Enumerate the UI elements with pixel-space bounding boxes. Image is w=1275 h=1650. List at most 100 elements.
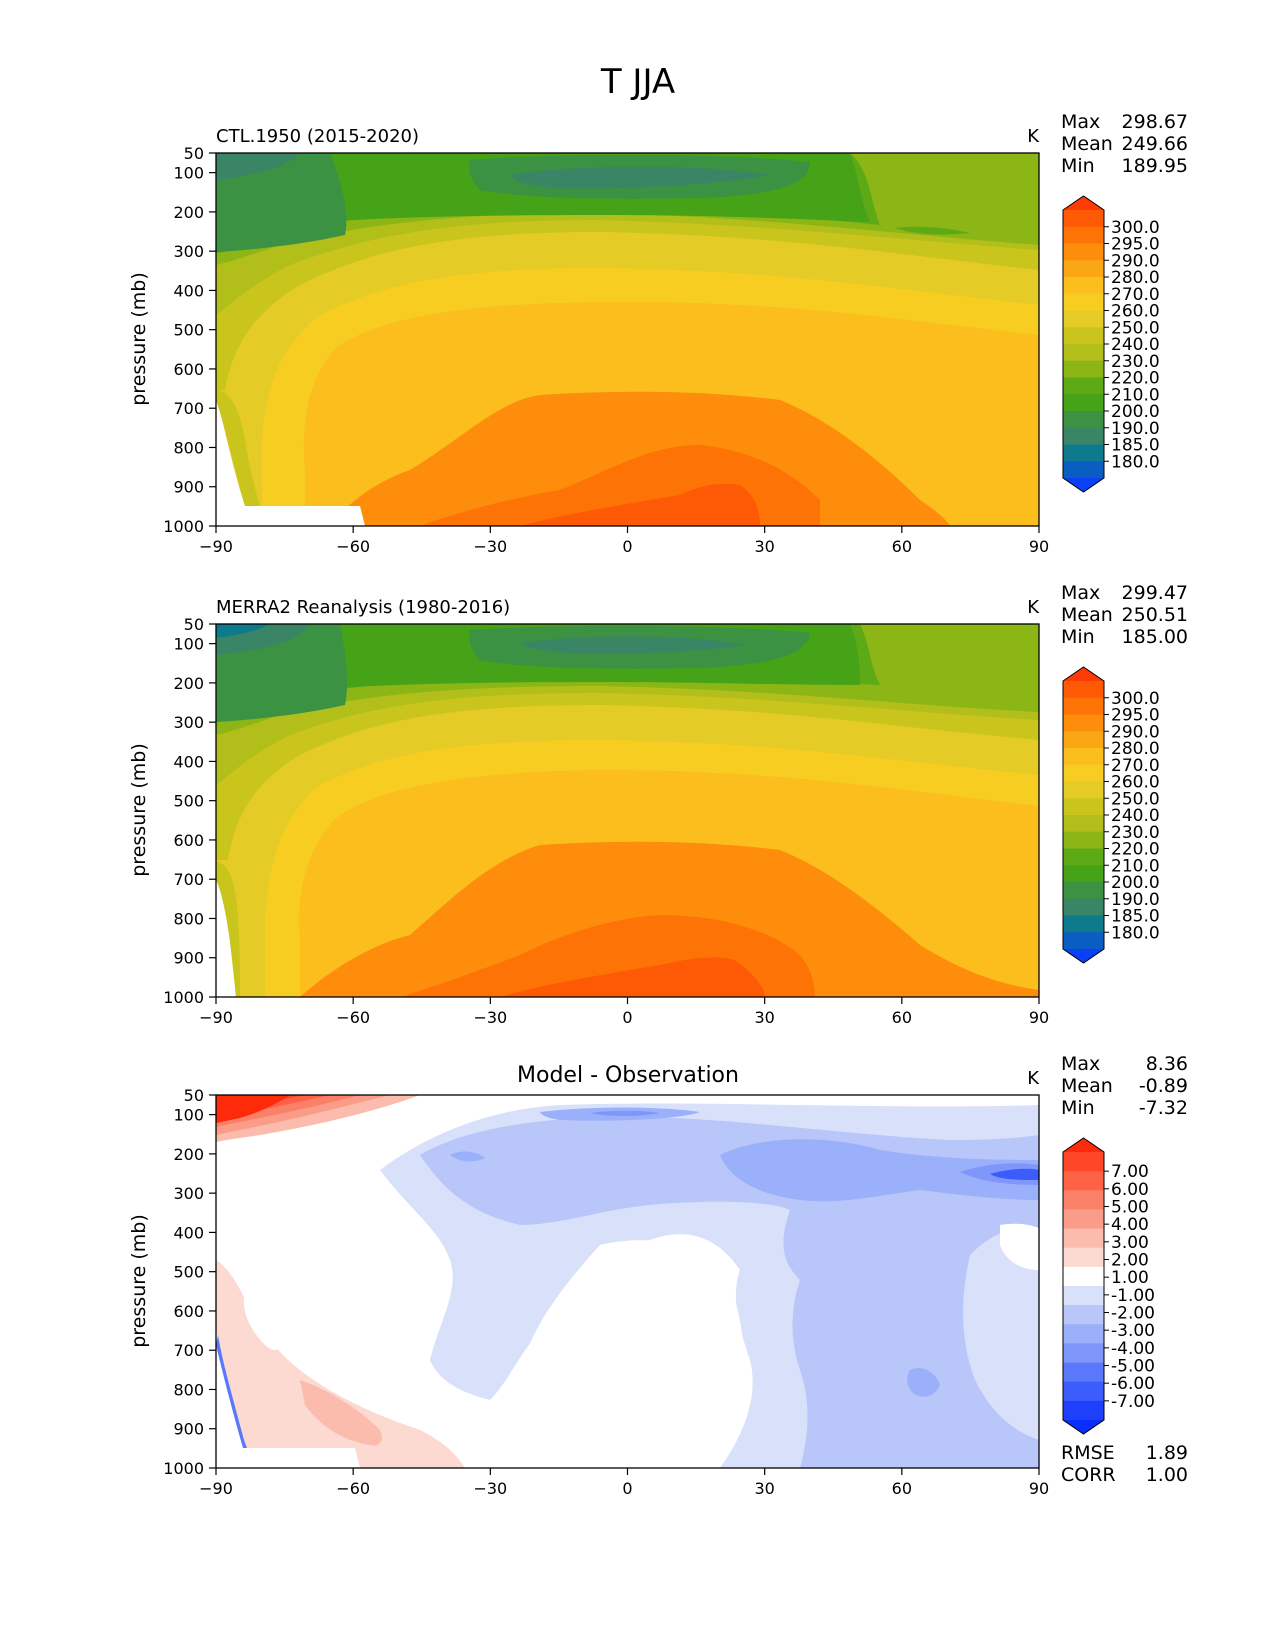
colorbar-segment (1063, 1305, 1104, 1325)
colorbar-segment (1063, 915, 1104, 933)
colorbar-segment (1063, 764, 1104, 782)
colorbar-segment (1063, 1400, 1104, 1421)
colorbar-segment (1063, 1209, 1104, 1230)
colorbar-segment (1063, 310, 1104, 328)
contour-level (520, 483, 760, 526)
colorbar-label: 280.0 (1111, 739, 1160, 759)
colorbar-label: 295.0 (1111, 235, 1160, 255)
colorbar-label: 5.00 (1111, 1197, 1149, 1217)
x-tick-label: 60 (892, 537, 912, 556)
colorbar-label: 230.0 (1111, 823, 1160, 843)
x-axis: −90 −60 −30 0 30 60 90 (199, 526, 1049, 556)
contour-field (216, 153, 1039, 526)
stat-value: -7.32 (1139, 1097, 1188, 1119)
colorbar-label: -4.00 (1111, 1339, 1155, 1359)
stat-label: CORR (1061, 1464, 1116, 1486)
stat-label: Min (1061, 626, 1095, 648)
colorbar-label: 190.0 (1111, 890, 1160, 910)
colorbar-segment (1063, 848, 1104, 866)
colorbar-label: 230.0 (1111, 352, 1160, 372)
stat-value: 298.67 (1122, 111, 1188, 133)
x-tick-label: −60 (336, 1479, 370, 1498)
colorbar-segment (1063, 1266, 1104, 1287)
colorbar-label: 220.0 (1111, 840, 1160, 860)
y-tick-label: 50 (184, 615, 204, 634)
stat-label: Max (1061, 582, 1100, 604)
stat-label: Mean (1061, 604, 1113, 626)
colorbar-segment (1063, 277, 1104, 295)
contour-field (216, 624, 1039, 997)
panel-difference: Model - Observation K 501002003004005006… (128, 1053, 1188, 1498)
contour-level (243, 1289, 285, 1350)
units-label: K (1027, 597, 1040, 618)
x-tick-label: −60 (336, 537, 370, 556)
colorbar-segment (1063, 1190, 1104, 1210)
stat-value: 8.36 (1146, 1053, 1188, 1075)
colorbar-segment (1063, 831, 1104, 849)
stat-label: Mean (1061, 1075, 1113, 1097)
stat-value: 1.00 (1146, 1464, 1188, 1486)
contour-level (907, 1368, 940, 1397)
y-tick-label: 900 (173, 478, 204, 497)
y-axis-label: pressure (mb) (128, 272, 150, 406)
y-axis-label: pressure (mb) (128, 743, 150, 877)
colorbar-label: 290.0 (1111, 251, 1160, 271)
colorbar-label: 300.0 (1111, 218, 1160, 238)
colorbar-segment (1063, 360, 1104, 378)
x-tick-label: 90 (1029, 537, 1049, 556)
colorbar-outline (1062, 666, 1105, 964)
y-tick-label: 700 (173, 1341, 204, 1360)
x-tick-label: 0 (622, 1479, 632, 1498)
colorbar-label: 240.0 (1111, 806, 1160, 826)
colorbar: 300.0295.0290.0280.0270.0260.0250.0240.0… (1062, 195, 1160, 493)
contour-level (300, 1380, 382, 1446)
contour-level (450, 1151, 485, 1162)
y-tick-label: 300 (173, 242, 204, 261)
contour-level (895, 226, 970, 235)
stat-value: 250.51 (1122, 604, 1188, 626)
colorbar-label: 250.0 (1111, 318, 1160, 338)
y-tick-label: 600 (173, 360, 204, 379)
colorbar-extend-top (1063, 196, 1104, 210)
colorbar-label: 185.0 (1111, 436, 1160, 456)
colorbar-extend-bottom (1063, 1420, 1104, 1434)
colorbar-label: 3.00 (1111, 1233, 1149, 1253)
x-tick-label: 60 (892, 1008, 912, 1027)
colorbar-label: 4.00 (1111, 1215, 1149, 1235)
rmse-corr-block: RMSE 1.89 CORR 1.00 (1061, 1442, 1188, 1486)
colorbar-label: 210.0 (1111, 385, 1160, 405)
y-tick-label: 400 (173, 1223, 204, 1242)
y-tick-label: 1000 (163, 517, 204, 536)
panel-ctl: CTL.1950 (2015-2020) K 50100200300400500… (128, 111, 1188, 556)
y-tick-label: 400 (173, 281, 204, 300)
contour-level (216, 153, 347, 252)
units-label: K (1027, 126, 1040, 147)
contour-level (216, 1095, 290, 1123)
x-tick-label: 30 (754, 537, 774, 556)
y-tick-label: 1000 (163, 988, 204, 1007)
colorbar-segment (1063, 226, 1104, 244)
stat-label: RMSE (1061, 1442, 1115, 1464)
colorbar-segment (1063, 1286, 1104, 1306)
colorbar-segment (1063, 260, 1104, 278)
x-axis: −90 −60 −30 0 30 60 90 (199, 997, 1049, 1027)
contour-level (590, 1110, 660, 1116)
colorbar-label: -2.00 (1111, 1304, 1155, 1324)
y-tick-label: 500 (173, 321, 204, 340)
y-tick-label: 500 (173, 792, 204, 811)
colorbar-segment (1063, 293, 1104, 311)
contour-field (216, 1095, 1039, 1468)
y-tick-label: 900 (173, 949, 204, 968)
y-tick-label: 300 (173, 713, 204, 732)
colorbar-segment (1063, 1343, 1104, 1364)
colorbar-segment (1063, 243, 1104, 261)
x-tick-label: −30 (473, 1479, 507, 1498)
colorbar-label: -1.00 (1111, 1286, 1155, 1306)
colorbar-segment (1063, 427, 1104, 445)
colorbar-label: 185.0 (1111, 907, 1160, 927)
contour-level (216, 862, 240, 997)
y-tick-label: 800 (173, 438, 204, 457)
